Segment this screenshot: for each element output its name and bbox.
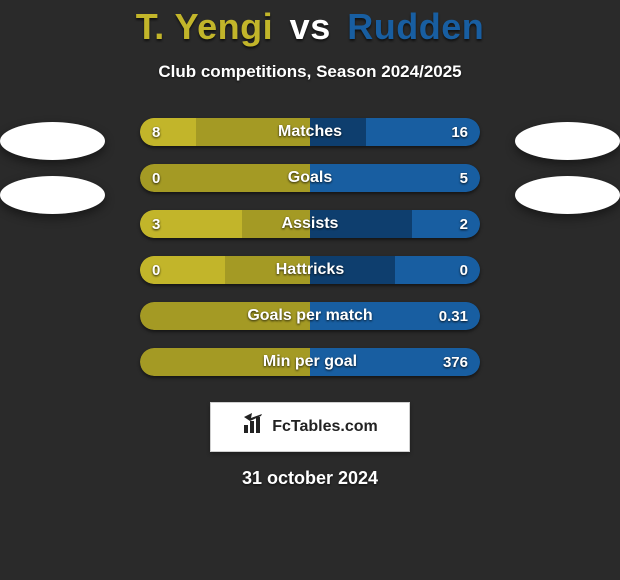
badge-text: FcTables.com: [272, 418, 378, 436]
stat-row: Matches816: [140, 118, 480, 146]
stat-fill-right: [310, 348, 480, 376]
title-vs: vs: [284, 6, 337, 47]
stat-fill-right: [310, 164, 480, 192]
stat-fill-left: [140, 256, 225, 284]
fctables-badge[interactable]: FcTables.com: [210, 402, 410, 452]
stat-track-left: [140, 302, 310, 330]
title-player1: T. Yengi: [136, 6, 273, 47]
stat-row: Hattricks00: [140, 256, 480, 284]
stat-row: Goals05: [140, 164, 480, 192]
player1-avatar-bot: [0, 176, 105, 214]
stat-row: Min per goal376: [140, 348, 480, 376]
date-footer: 31 october 2024: [0, 468, 620, 489]
stat-fill-right: [310, 302, 480, 330]
stat-fill-right: [395, 256, 480, 284]
stat-fill-right: [366, 118, 480, 146]
stat-bars: Matches816 Goals05 Assists32 Hattricks00 Goa…: [140, 118, 480, 388]
stat-fill-left: [140, 118, 196, 146]
subtitle: Club competitions, Season 2024/2025: [0, 62, 620, 82]
stat-row: Assists32: [140, 210, 480, 238]
stat-fill-right: [412, 210, 480, 238]
stat-fill-left: [140, 210, 242, 238]
player1-avatar-top: [0, 122, 105, 160]
player2-avatar-bot: [515, 176, 620, 214]
stat-track-left: [140, 164, 310, 192]
stat-track-left: [140, 348, 310, 376]
stat-row: Goals per match0.31: [140, 302, 480, 330]
player2-avatar-top: [515, 122, 620, 160]
comparison-title: T. Yengi vs Rudden: [0, 0, 620, 48]
stats-arena: Matches816 Goals05 Assists32 Hattricks00 Goa…: [20, 118, 600, 388]
bars-icon: [242, 413, 266, 442]
title-player2: Rudden: [347, 6, 484, 47]
